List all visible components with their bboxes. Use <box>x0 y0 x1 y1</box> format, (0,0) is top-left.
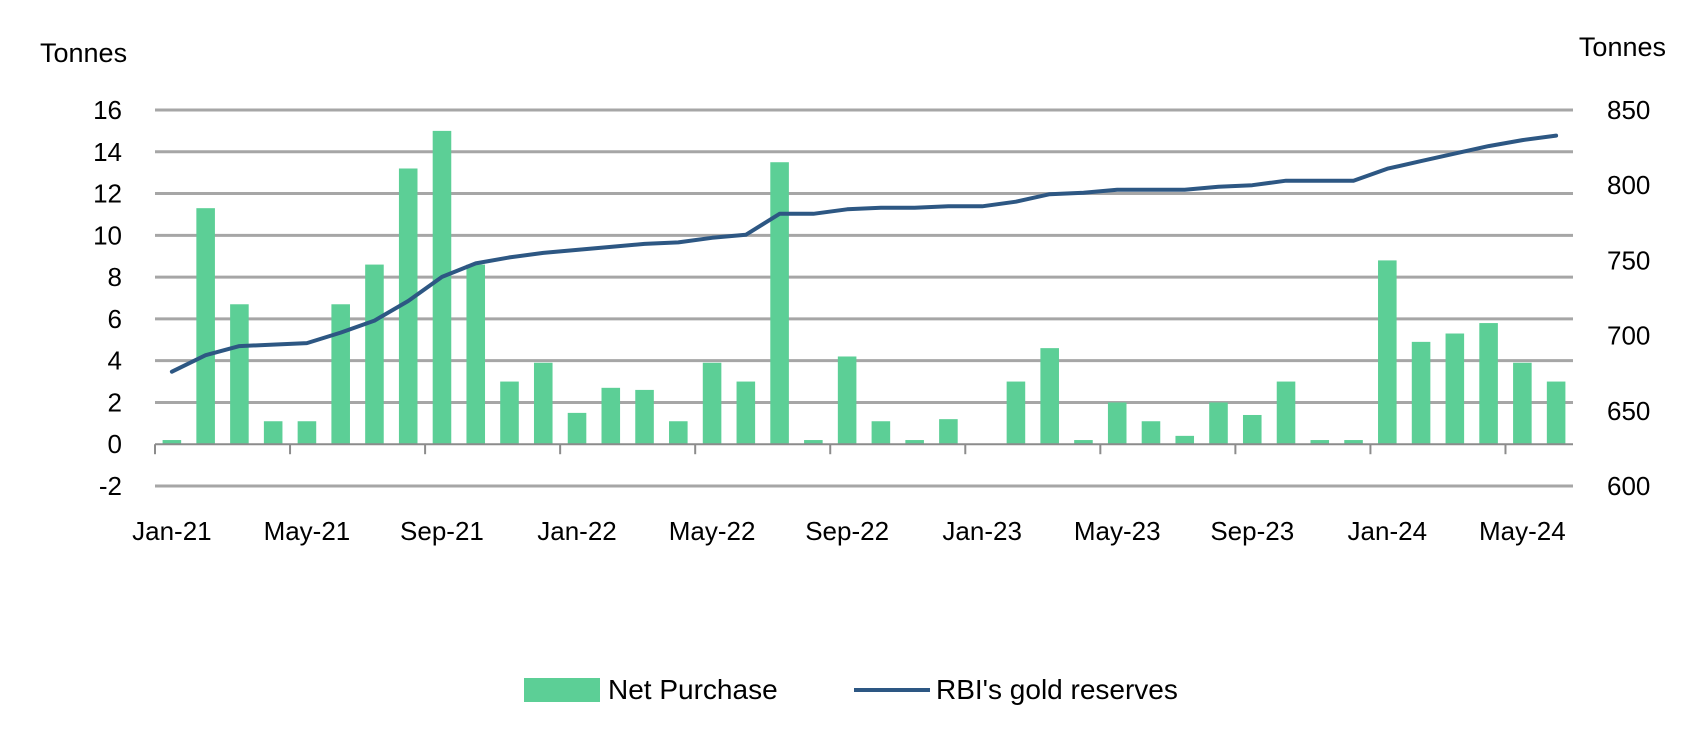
left-axis-tick-label: 10 <box>93 220 122 250</box>
x-axis-tick-label: Sep-21 <box>400 516 484 546</box>
left-axis-tick-label: 2 <box>108 387 122 417</box>
bar <box>1546 381 1566 445</box>
bar <box>398 168 418 445</box>
bar <box>770 162 789 445</box>
bar <box>1107 402 1127 445</box>
left-axis-title: Tonnes <box>40 38 127 68</box>
right-axis-title: Tonnes <box>1579 32 1666 62</box>
bar <box>533 362 553 445</box>
bar <box>331 304 350 445</box>
left-axis-tick-label: 0 <box>108 429 122 459</box>
bar <box>837 356 857 445</box>
legend-swatch-net-purchase <box>524 678 600 702</box>
bar <box>1006 381 1026 445</box>
x-axis-tick-label: May-23 <box>1074 516 1161 546</box>
bar <box>871 421 891 445</box>
left-axis-tick-label: 6 <box>108 304 122 334</box>
right-axis-tick-label: 850 <box>1607 95 1650 125</box>
bar <box>297 421 317 445</box>
bar <box>466 264 486 445</box>
bar <box>263 421 283 445</box>
bar <box>905 440 924 445</box>
x-axis-tick-label: May-21 <box>264 516 351 546</box>
bar <box>567 412 587 445</box>
bar <box>1175 435 1195 445</box>
legend-label-net-purchase: Net Purchase <box>608 674 778 705</box>
bar <box>365 264 384 445</box>
x-axis-tick-label: Jan-21 <box>132 516 212 546</box>
left-axis-tick-label: 8 <box>108 262 122 292</box>
x-axis-tick-label: Jan-22 <box>537 516 617 546</box>
bar <box>500 381 519 445</box>
right-axis-tick-label: 750 <box>1607 245 1650 275</box>
gold-reserves-line <box>169 133 1559 374</box>
bar <box>1040 348 1059 445</box>
bar <box>804 440 823 445</box>
left-axis-tick-label: 4 <box>108 346 122 376</box>
bar <box>1074 440 1093 445</box>
bar <box>1344 440 1363 445</box>
right-axis-tick-label: 800 <box>1607 170 1650 200</box>
bar <box>635 389 654 445</box>
left-axis-tick-label: 14 <box>93 137 122 167</box>
bar <box>1411 341 1431 445</box>
bar <box>1513 362 1532 445</box>
bar <box>196 208 215 445</box>
x-axis-tick-label: Jan-24 <box>1348 516 1428 546</box>
bar <box>736 381 756 445</box>
left-axis-ticks: -2 0 2 4 6 8 10 12 14 16 <box>93 95 122 501</box>
right-axis-tick-label: 650 <box>1607 396 1650 426</box>
bar <box>669 421 688 445</box>
right-axis-ticks: 600 650 700 750 800 850 <box>1607 95 1650 501</box>
bar <box>601 387 621 445</box>
bar <box>1276 381 1296 445</box>
bar <box>1209 402 1228 445</box>
right-axis-tick-label: 600 <box>1607 471 1650 501</box>
axes <box>154 443 1573 455</box>
x-axis-tick-label: May-24 <box>1479 516 1566 546</box>
left-axis-tick-label: -2 <box>99 471 122 501</box>
x-axis-tick-label: Jan-23 <box>942 516 1022 546</box>
bar <box>162 440 182 445</box>
bar <box>1479 323 1498 445</box>
x-axis-tick-label: May-22 <box>669 516 756 546</box>
x-axis-tick-label: Sep-23 <box>1210 516 1294 546</box>
gridlines <box>155 108 1573 488</box>
legend: Net Purchase RBI's gold reserves <box>524 674 1178 705</box>
left-axis-tick-label: 16 <box>93 95 122 125</box>
bar <box>1445 333 1465 445</box>
bar <box>702 362 722 445</box>
bar-series <box>162 130 1566 445</box>
bar <box>432 130 452 445</box>
x-axis-tick-label: Sep-22 <box>805 516 889 546</box>
legend-label-gold-reserves: RBI's gold reserves <box>936 674 1178 705</box>
bar <box>1378 260 1397 445</box>
x-axis-ticks: Jan-21 May-21 Sep-21 Jan-22 May-22 Sep-22 Jan-… <box>132 516 1566 546</box>
right-axis-tick-label: 700 <box>1607 321 1650 351</box>
bar <box>230 304 249 445</box>
bar <box>939 419 958 445</box>
bar <box>1310 440 1330 445</box>
bar <box>1242 414 1262 445</box>
line-series <box>169 133 1559 374</box>
left-axis-tick-label: 12 <box>93 179 122 209</box>
bar <box>1141 421 1161 445</box>
